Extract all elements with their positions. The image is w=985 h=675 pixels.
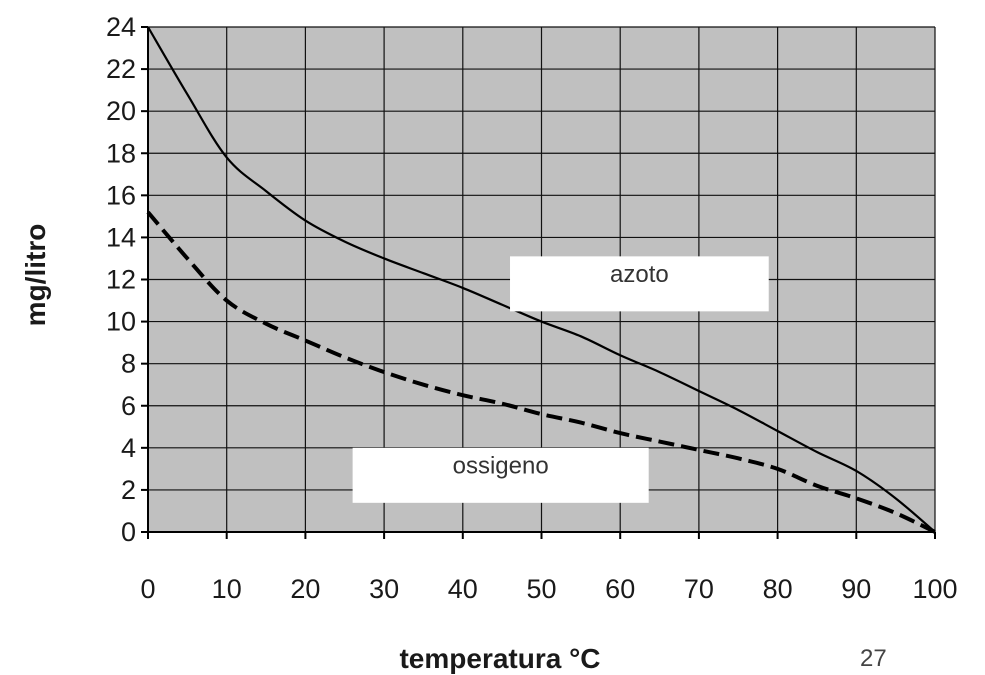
series-label-ossigeno: ossigeno [453, 452, 549, 479]
x-tick-label: 20 [290, 574, 320, 604]
x-tick-label: 100 [912, 574, 957, 604]
y-tick-label: 14 [106, 222, 136, 252]
grid [147, 26, 936, 533]
series-layer [146, 26, 936, 534]
series-label-azoto: azoto [610, 261, 669, 288]
x-tick-label: 90 [841, 574, 871, 604]
y-tick-label: 2 [121, 475, 136, 505]
series-line-ossigeno [146, 210, 936, 534]
page-number: 27 [860, 645, 887, 672]
series-label-box [510, 256, 769, 312]
series-label-box [352, 447, 649, 503]
y-tick-label: 24 [106, 12, 136, 42]
y-tick-label: 8 [121, 349, 136, 379]
y-tick-label: 6 [121, 391, 136, 421]
y-tick-label: 18 [106, 138, 136, 168]
y-tick-label: 12 [106, 265, 136, 295]
axes [141, 26, 936, 539]
y-tick-label: 16 [106, 180, 136, 210]
x-tick-label: 60 [605, 574, 635, 604]
y-tick-label: 22 [106, 54, 136, 84]
y-tick-label: 0 [121, 517, 136, 547]
y-tick-label: 20 [106, 96, 136, 126]
y-axis-title: mg/litro [20, 224, 51, 327]
annotations: azoto ossigeno [352, 256, 769, 503]
x-tick-label: 30 [369, 574, 399, 604]
series-line-azoto [147, 26, 936, 533]
x-axis-title: temperatura °C [399, 643, 600, 674]
y-tick-label: 4 [121, 433, 136, 463]
x-tick-label: 40 [448, 574, 478, 604]
x-tick-label: 50 [526, 574, 556, 604]
x-tick-label: 80 [763, 574, 793, 604]
x-tick-label: 0 [140, 574, 155, 604]
y-tick-label: 10 [106, 307, 136, 337]
x-tick-label: 10 [212, 574, 242, 604]
x-tick-label: 70 [684, 574, 714, 604]
